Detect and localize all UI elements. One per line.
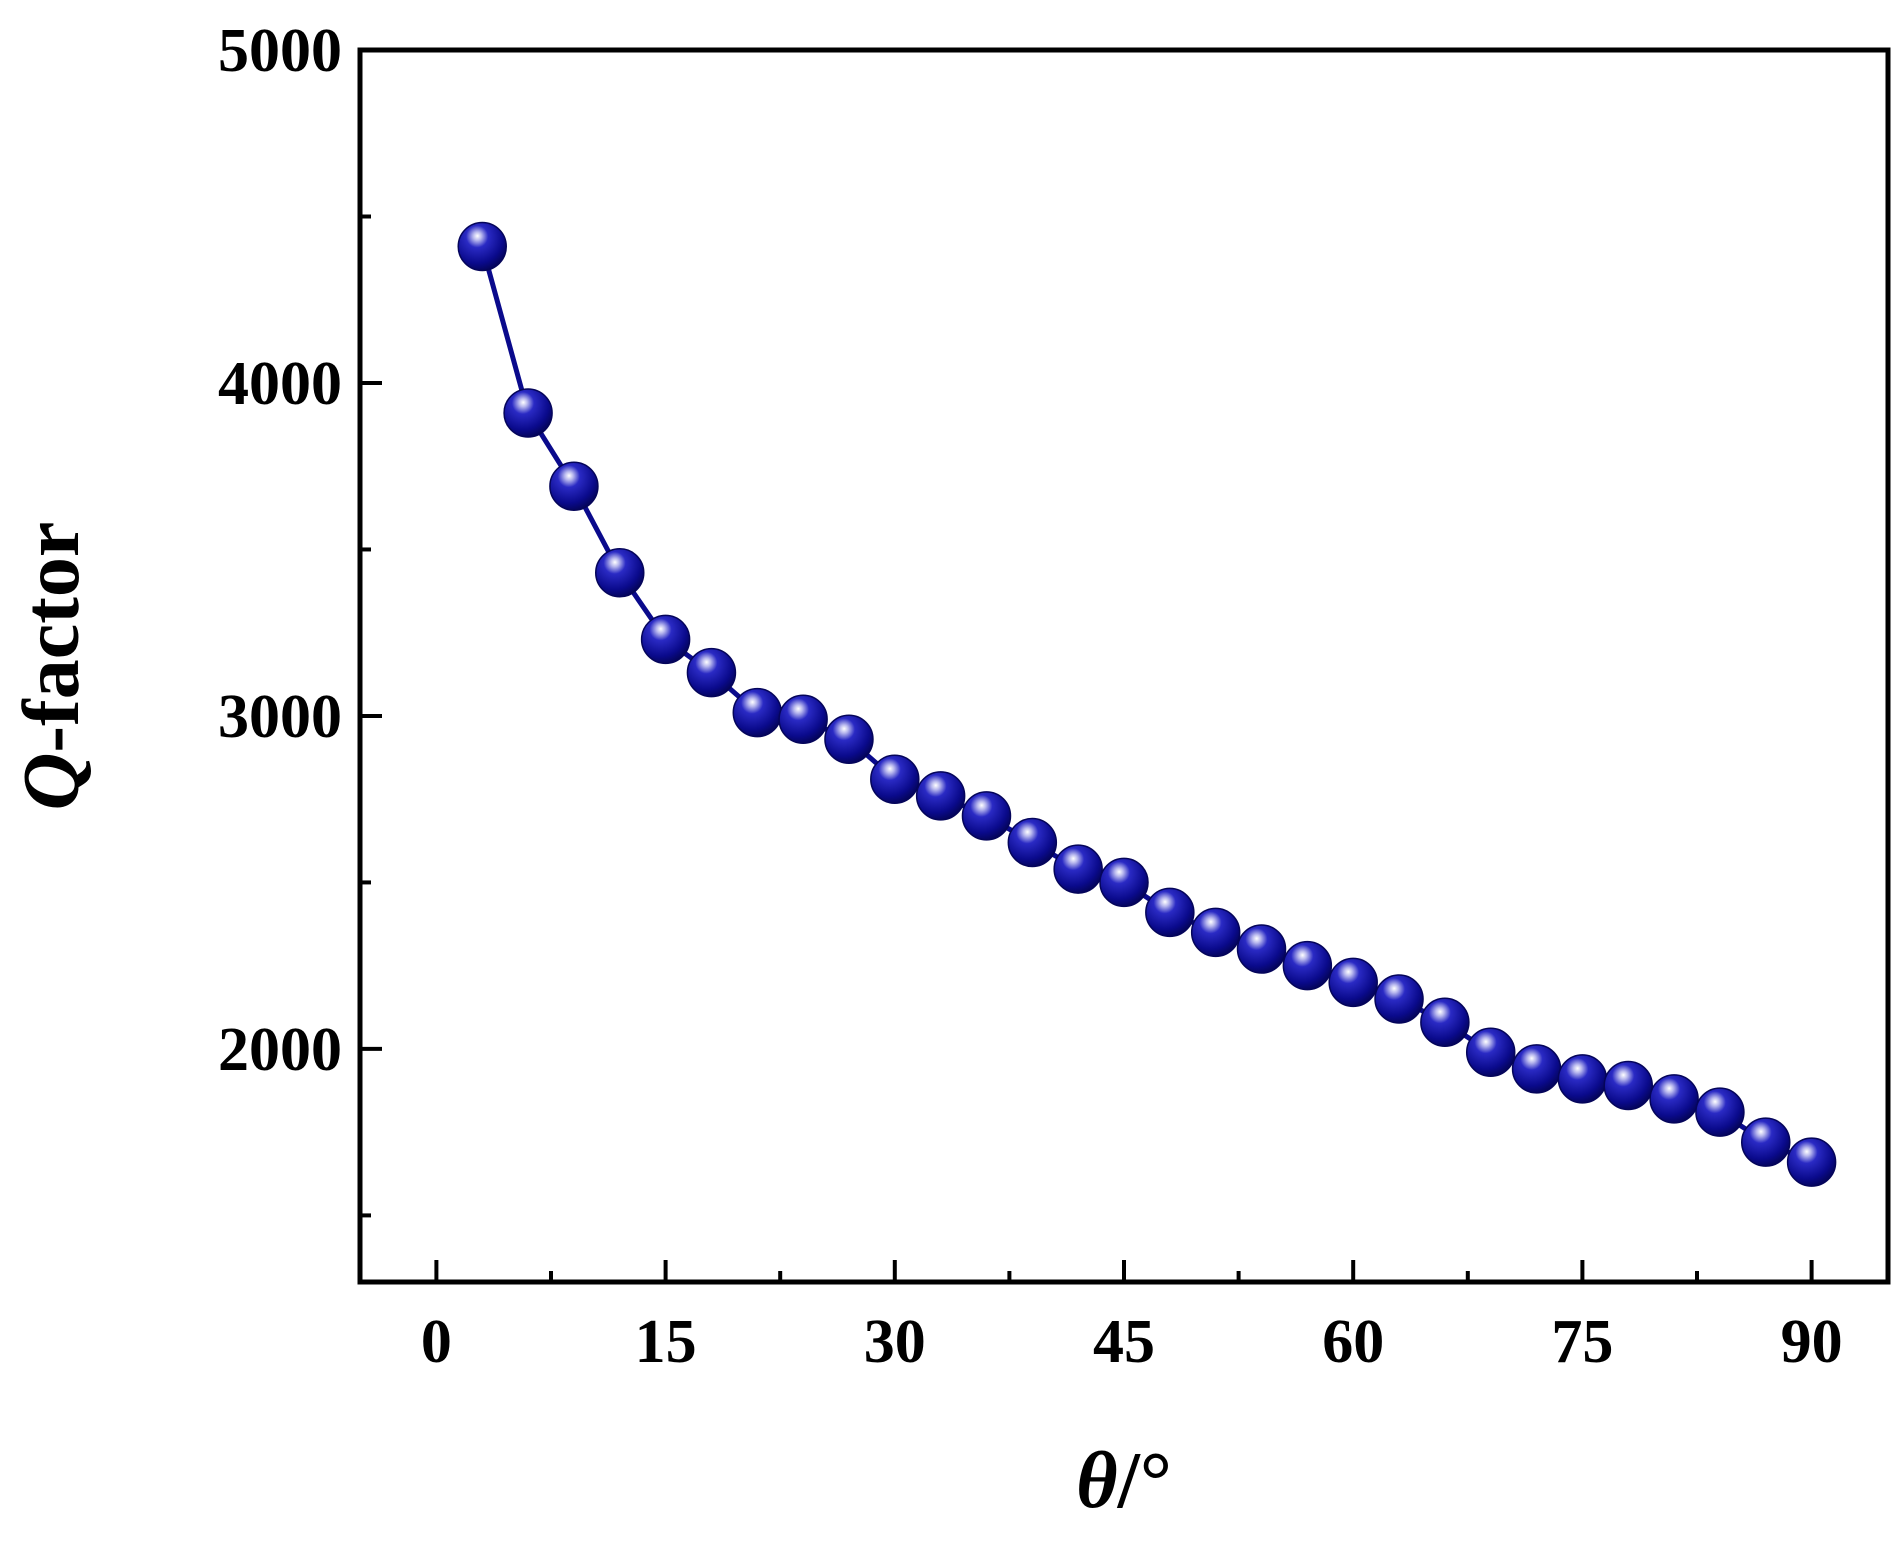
- x-axis-title: θ/°: [1076, 1437, 1172, 1525]
- data-point: [549, 461, 599, 511]
- data-point: [824, 714, 874, 765]
- y-tick-label: 2000: [218, 1016, 342, 1084]
- x-tick-label: 0: [421, 1308, 452, 1376]
- y-tick-label: 4000: [218, 350, 342, 418]
- data-point: [457, 221, 507, 272]
- series-line: [479, 245, 1813, 1165]
- data-point: [1236, 924, 1287, 974]
- data-point: [1695, 1087, 1745, 1137]
- data-point: [1741, 1117, 1791, 1167]
- data-point: [1374, 974, 1424, 1024]
- data-point: [595, 548, 645, 598]
- series-layer: [457, 221, 1837, 1187]
- data-point: [1557, 1054, 1608, 1104]
- x-tick-label: 15: [635, 1308, 697, 1376]
- plot-frame: [357, 47, 1891, 1285]
- data-point: [1465, 1027, 1516, 1077]
- y-axis-title-rest: -factor: [8, 522, 96, 753]
- x-tick-labels: 0 15 30 45 60 75 90: [421, 1308, 1843, 1376]
- data-point: [686, 647, 737, 698]
- y-axis-symbol: Q: [8, 753, 96, 811]
- x-axis-unit: /°: [1117, 1437, 1172, 1525]
- data-point: [961, 791, 1012, 841]
- data-point: [640, 614, 691, 665]
- data-point: [778, 694, 828, 745]
- data-point: [732, 687, 783, 738]
- data-point: [1053, 844, 1103, 894]
- data-point: [1511, 1044, 1562, 1094]
- x-tick-label: 30: [864, 1308, 926, 1376]
- x-tick-label: 90: [1781, 1308, 1843, 1376]
- data-point: [1328, 957, 1378, 1008]
- y-axis-title: Q-factor: [8, 522, 96, 811]
- x-tick-label: 45: [1093, 1308, 1155, 1376]
- data-point: [1649, 1074, 1699, 1124]
- data-point: [1007, 817, 1058, 868]
- y-tick-label: 3000: [218, 683, 342, 751]
- data-point: [1786, 1137, 1837, 1187]
- x-tick-label: 75: [1551, 1308, 1613, 1376]
- x-tick-label: 60: [1322, 1308, 1384, 1376]
- x-axis-symbol: θ: [1076, 1437, 1118, 1525]
- y-tick-label: 5000: [218, 17, 342, 85]
- data-point: [1190, 907, 1241, 958]
- data-point: [1282, 940, 1333, 991]
- data-point: [503, 388, 553, 438]
- data-point: [915, 771, 966, 821]
- data-point: [1145, 887, 1195, 938]
- data-point: [1420, 997, 1470, 1048]
- data-point: [870, 754, 920, 804]
- y-tick-labels: 2000 3000 4000 5000: [218, 17, 342, 1084]
- data-point: [1603, 1060, 1653, 1111]
- data-point: [1099, 857, 1149, 908]
